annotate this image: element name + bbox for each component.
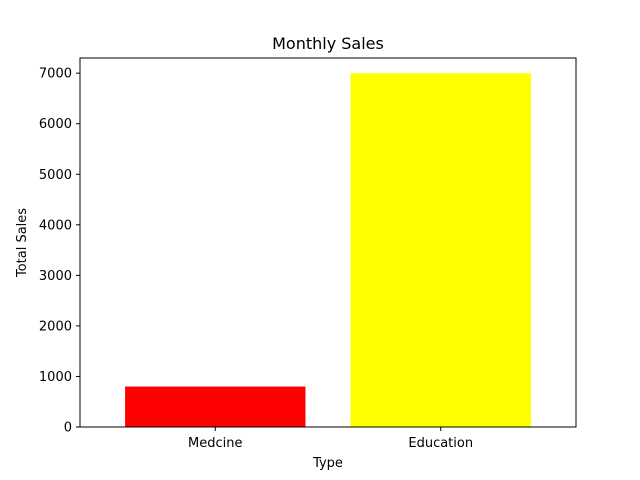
x-axis-label: Type <box>312 456 343 471</box>
y-tick-label: 0 <box>64 421 72 436</box>
y-axis-ticks: 0 1000 2000 3000 4000 5000 6000 7000 <box>39 67 80 436</box>
y-tick-label: 4000 <box>39 218 72 233</box>
chart-title: Monthly Sales <box>272 34 384 53</box>
bars <box>125 73 531 428</box>
x-tick-label: Medcine <box>188 436 242 451</box>
y-axis-label: Total Sales <box>15 208 30 278</box>
bar-medcine <box>125 386 306 427</box>
y-tick-label: 7000 <box>39 67 72 82</box>
y-tick-label: 2000 <box>39 319 72 334</box>
y-tick-label: 6000 <box>39 117 72 132</box>
plot-frame <box>79 57 577 428</box>
y-tick-label: 1000 <box>39 370 72 385</box>
x-axis-ticks: Medcine Education <box>188 427 473 451</box>
y-tick-label: 3000 <box>39 269 72 284</box>
y-tick-label: 5000 <box>39 168 72 183</box>
bar-education <box>350 73 531 428</box>
x-tick-label: Education <box>408 436 473 451</box>
